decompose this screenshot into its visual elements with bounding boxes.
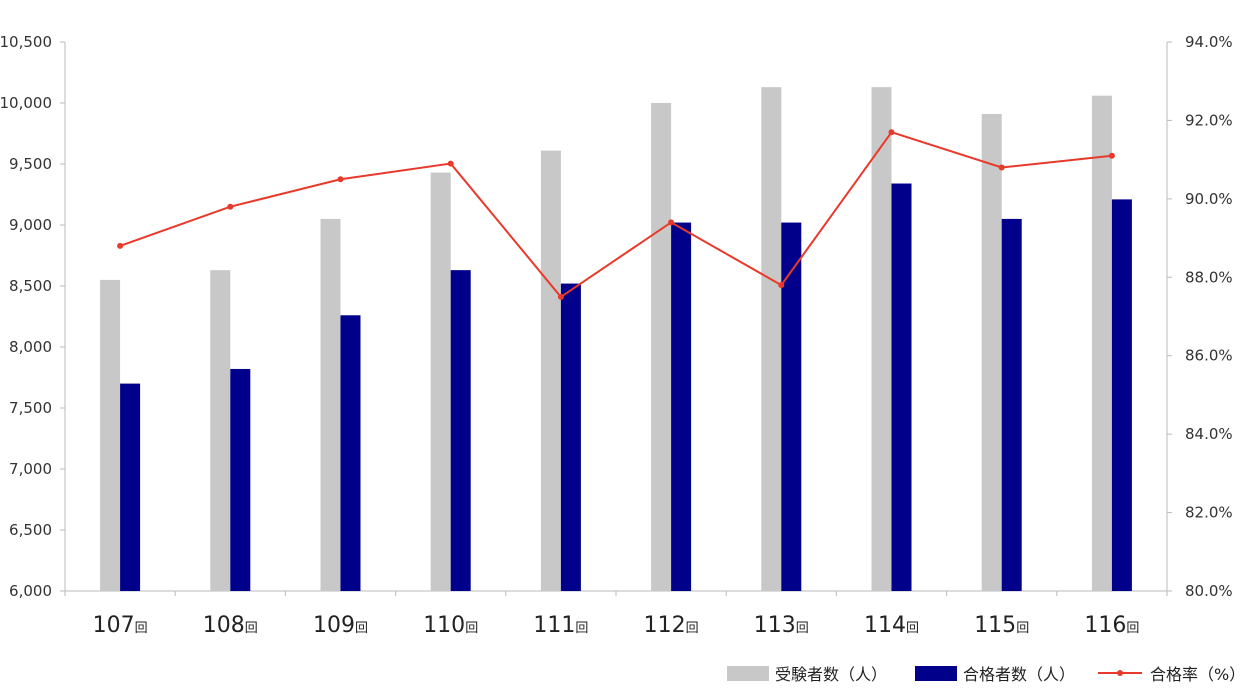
bar-passers	[891, 183, 912, 591]
category-label: 109回	[313, 613, 368, 638]
category-number: 107	[93, 613, 135, 638]
right-tick-label: 92.0%	[1185, 111, 1233, 129]
category-number: 109	[313, 613, 355, 638]
legend-swatch-passers	[915, 666, 957, 681]
bar-passers	[1111, 199, 1132, 591]
right-tick-label: 90.0%	[1185, 190, 1233, 208]
category-number: 108	[203, 613, 245, 638]
category-suffix: 回	[796, 621, 809, 636]
category-number: 112	[644, 613, 686, 638]
category-suffix: 回	[1016, 621, 1029, 636]
rate-point	[337, 176, 344, 183]
left-tick-label: 8,000	[9, 338, 52, 356]
category-number: 116	[1084, 613, 1126, 638]
category-number: 115	[974, 613, 1016, 638]
left-y-axis: 6,000 6,500 7,000 7,500 8,000 8,500 9,000 9,500…	[0, 33, 66, 600]
bar-examinees	[100, 279, 121, 591]
bar-passers	[230, 368, 251, 591]
category-suffix: 回	[575, 621, 588, 636]
left-tick-label: 6,500	[9, 521, 52, 539]
category-label: 114回	[864, 613, 919, 638]
category-number: 111	[533, 613, 575, 638]
rate-line	[119, 131, 1113, 299]
left-tick-label: 7,500	[9, 399, 52, 417]
category-suffix: 回	[1126, 621, 1139, 636]
category-number: 110	[423, 613, 465, 638]
right-tick-label: 84.0%	[1185, 425, 1233, 443]
bar-examinees	[651, 103, 672, 591]
rate-point	[668, 219, 675, 226]
bar-passers	[340, 315, 361, 591]
left-tick-label: 9,500	[9, 155, 52, 173]
category-label: 111回	[533, 613, 588, 638]
category-suffix: 回	[906, 621, 919, 636]
category-label: 107回	[93, 613, 148, 638]
bar-examinees	[761, 87, 782, 591]
rate-point	[117, 242, 124, 249]
category-number: 114	[864, 613, 906, 638]
left-tick-label: 6,000	[9, 582, 52, 600]
bar-examinees	[210, 270, 231, 591]
right-y-axis: 80.0% 82.0% 84.0% 86.0% 88.0% 90.0% 92.0% 94.0%	[1166, 33, 1233, 600]
bar-examinees	[540, 150, 561, 591]
left-tick-label: 8,500	[9, 277, 52, 295]
category-label: 115回	[974, 613, 1029, 638]
rate-point	[888, 129, 895, 136]
bar-passers	[450, 270, 471, 591]
bar-passers	[781, 222, 802, 591]
legend-swatch-rate-marker	[1117, 670, 1123, 676]
left-tick-label: 9,000	[9, 216, 52, 234]
category-label: 116回	[1084, 613, 1139, 638]
legend-label-examinees: 受験者数（人）	[775, 665, 887, 684]
legend-swatch-examinees	[727, 666, 769, 681]
category-number: 113	[754, 613, 796, 638]
left-tick-label: 10,000	[0, 94, 52, 112]
bar-examinees	[981, 113, 1002, 591]
bar-passers	[120, 383, 141, 591]
legend-label-passers: 合格者数（人）	[963, 665, 1075, 684]
rate-point	[557, 293, 564, 300]
category-suffix: 回	[686, 621, 699, 636]
x-axis: 107回 108回 109回 110回 111回 112回 113回 114回 115回 116回	[64, 590, 1168, 638]
bar-passers	[1001, 218, 1022, 591]
bar-examinees	[871, 87, 892, 591]
category-suffix: 回	[245, 621, 258, 636]
category-suffix: 回	[135, 621, 148, 636]
category-label: 110回	[423, 613, 478, 638]
rate-point	[778, 282, 785, 289]
left-tick-label: 7,000	[9, 460, 52, 478]
bar-examinees	[320, 218, 341, 591]
bar-examinees	[1091, 95, 1112, 592]
rate-line-series	[117, 129, 1115, 300]
category-suffix: 回	[355, 621, 368, 636]
right-tick-label: 82.0%	[1185, 504, 1233, 522]
category-label: 112回	[644, 613, 699, 638]
rate-point	[998, 164, 1005, 171]
rate-point	[227, 203, 234, 210]
right-tick-label: 80.0%	[1185, 582, 1233, 600]
bar-series-group	[100, 87, 1132, 592]
right-tick-label: 88.0%	[1185, 268, 1233, 286]
bar-passers	[671, 222, 692, 591]
right-tick-label: 86.0%	[1185, 347, 1233, 365]
rate-point	[1108, 152, 1115, 159]
left-tick-label: 10,500	[0, 33, 52, 51]
bar-passers	[560, 283, 581, 591]
bar-examinees	[430, 172, 451, 592]
legend: 受験者数（人） 合格者数（人） 合格率（%）	[727, 665, 1240, 684]
rate-point	[447, 160, 454, 167]
category-suffix: 回	[465, 621, 478, 636]
right-tick-label: 94.0%	[1185, 33, 1233, 51]
legend-label-rate: 合格率（%）	[1150, 665, 1240, 684]
category-label: 113回	[754, 613, 809, 638]
category-label: 108回	[203, 613, 258, 638]
